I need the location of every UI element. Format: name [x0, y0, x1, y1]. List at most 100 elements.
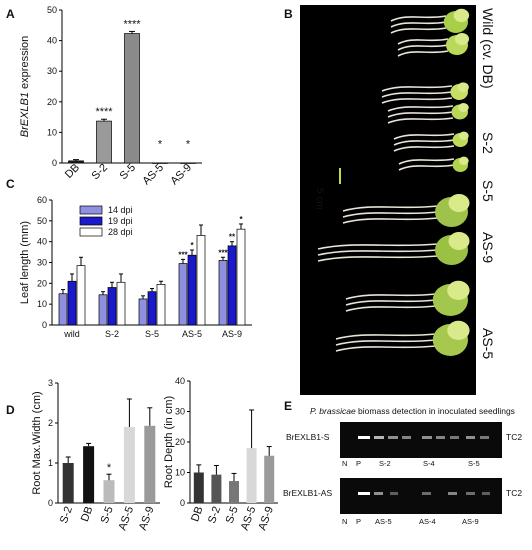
chart-c-bar: [178, 263, 188, 326]
gel-lane-as9: AS-9: [462, 517, 479, 526]
chart-a-x-tick-label: DB: [63, 162, 82, 181]
seedling-leaf: [458, 156, 469, 165]
chart-c-x-tick-label: wild: [63, 329, 80, 339]
seedling-root: [345, 305, 437, 312]
chart-d1-bar: [62, 463, 74, 503]
gel-row1-tag: TC2: [506, 432, 522, 442]
chart-d2-y-tick-label: 40: [175, 376, 185, 386]
seedling-root: [342, 211, 439, 218]
seedling-root: [393, 133, 455, 140]
panel-label-d: D: [6, 403, 15, 417]
chart-a-x-tick-label: S-5: [118, 162, 139, 183]
chart-a-x-tick-label: S-2: [90, 162, 111, 183]
chart-c-bar: [76, 265, 86, 326]
seedling-leaf: [447, 320, 470, 340]
gel-image-2: [340, 478, 502, 514]
chart-a-x-tick-label: AS-9: [168, 162, 194, 188]
gel-band: [422, 436, 432, 439]
chart-a-y-tick-label: 50: [47, 5, 57, 15]
chart-a-bar: [68, 160, 84, 164]
seedling-root: [342, 217, 439, 224]
gel-lane-s5: S-5: [468, 459, 480, 468]
gel-band: [374, 492, 383, 495]
chart-c-legend-swatch: [79, 205, 103, 215]
chart-c-y-tick-label: 10: [37, 299, 47, 309]
chart-d1-bar: [144, 425, 156, 503]
seedling-leaf: [448, 194, 470, 212]
chart-c-annotation: *: [190, 241, 194, 250]
gel-row2-label: BrEXLB1-AS: [283, 488, 332, 498]
gel-band: [466, 492, 475, 495]
chart-c-bar: [138, 298, 148, 326]
gel-lane-n-1: N: [342, 459, 347, 468]
chart-c-bar: [58, 293, 68, 326]
chart-c-annotation: *: [239, 215, 243, 224]
chart-a-bar: [180, 162, 196, 164]
chart-c-bar: [227, 245, 237, 326]
chart-d1-bar: [103, 480, 115, 503]
gel-row1-label: BrEXLB1-S: [286, 432, 330, 442]
chart-a-y-tick-label: 30: [47, 66, 57, 76]
seedling-root: [381, 85, 453, 92]
chart-d2-x-tick-label: S-5: [224, 505, 241, 525]
gel-band: [436, 436, 445, 439]
seedling-root: [390, 21, 447, 28]
seedling-root: [390, 27, 447, 34]
gel-title: P. brassicae biomass detection in inocul…: [310, 406, 515, 416]
seedling-root: [335, 339, 437, 346]
seedling-leaf: [453, 8, 470, 22]
gel-lane-s2: S-2: [379, 459, 391, 468]
panel-label-b: B: [284, 7, 293, 21]
chart-d2-y-tick-label: 30: [175, 407, 185, 417]
gel-lane-as5: AS-5: [375, 517, 392, 526]
chart-c-bar: [156, 284, 166, 326]
chart-d2-y-tick-label: 10: [175, 468, 185, 478]
chart-c-legend-swatch: [79, 227, 103, 237]
seedling-root: [345, 293, 437, 300]
chart-c-bar: [196, 235, 206, 326]
seedling-root: [387, 105, 454, 112]
chart-d1-y-tick-label: 3: [48, 378, 53, 388]
chart-c-x-tick-label: S-5: [145, 329, 159, 339]
chart-d1-y-tick-label: 0: [48, 498, 53, 508]
chart-a-y-tick-label: 10: [47, 127, 57, 137]
seedling-root: [345, 299, 437, 306]
chart-d1-y-tick-label: 2: [48, 418, 53, 428]
gel-band: [374, 436, 384, 439]
gel-band: [448, 492, 457, 495]
panel-label-a: A: [6, 7, 15, 21]
chart-d2-y-tick-label: 0: [180, 498, 185, 508]
chart-d1-x-tick-label: AS-9: [137, 505, 157, 532]
seedling-root: [398, 158, 455, 165]
chart-c-bar: [147, 291, 157, 326]
seedling-root: [393, 139, 455, 146]
seedling-leaf: [455, 33, 469, 45]
chart-c-annotation: ***: [178, 250, 188, 259]
seedling-root: [397, 38, 449, 45]
photo-label-as9: AS-9: [480, 232, 496, 263]
chart-a-annotation: *: [186, 139, 191, 151]
chart-c-x-tick-label: S-2: [105, 329, 119, 339]
chart-a-y-tick-label: 0: [52, 158, 57, 168]
gel-band: [358, 436, 370, 439]
chart-a-bar: [96, 120, 112, 164]
chart-c-bar: [187, 254, 197, 326]
seedling-root: [398, 164, 455, 171]
gel-band: [450, 436, 459, 439]
gel-band: [466, 436, 475, 439]
chart-d1-y-tick-label: 1: [48, 458, 53, 468]
chart-d2-bar: [264, 455, 275, 503]
chart-c-y-tick-label: 30: [37, 258, 47, 268]
chart-c-legend-label: 14 dpi: [108, 205, 133, 215]
gel-band: [390, 492, 398, 495]
chart-a-bar: [152, 162, 168, 164]
gel-image-1: [340, 422, 502, 458]
gel-lane-s4: S-4: [423, 459, 435, 468]
chart-d1-x-tick-label: DB: [79, 505, 96, 523]
gel-band: [402, 436, 411, 439]
seedling-root: [387, 111, 454, 118]
chart-d2-bar: [246, 448, 257, 503]
gel-band: [422, 492, 431, 495]
